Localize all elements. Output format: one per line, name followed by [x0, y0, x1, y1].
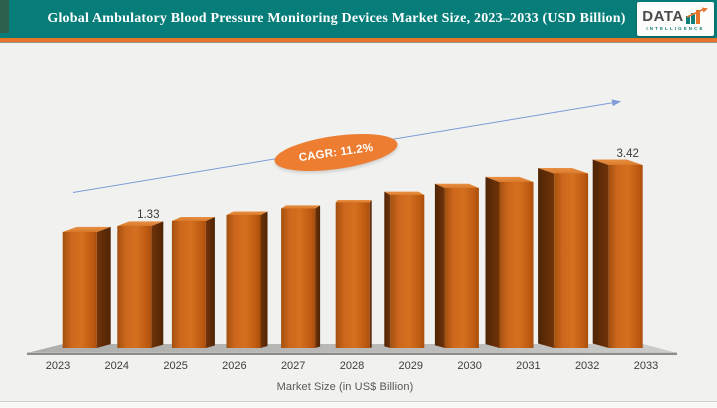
bar-2028 [335, 202, 370, 348]
bar-2031 [499, 182, 534, 348]
bar-2025 [171, 221, 206, 348]
bar-2032 [554, 173, 589, 348]
bar-top-face [62, 226, 111, 232]
bar-value-label-2033: 3.42 [616, 148, 639, 160]
chart-title: Global Ambulatory Blood Pressure Monitor… [47, 11, 626, 26]
x-tick-label: 2028 [339, 360, 365, 372]
x-tick-label: 2027 [280, 360, 306, 372]
bar-top-face [335, 200, 372, 203]
bottom-strip [0, 402, 717, 408]
x-tick-label: 2026 [222, 360, 247, 372]
x-tick-label: 2029 [398, 360, 424, 372]
brand-tagline: INTELLIGENCE [646, 26, 705, 31]
bar-top-face [384, 191, 425, 195]
bar-side-face [260, 211, 268, 348]
corner-accent [0, 0, 9, 33]
bar-side-face [151, 221, 164, 348]
bar-side-face [434, 183, 445, 348]
x-tick-label: 2033 [633, 360, 659, 372]
growth-bar-chart-icon [685, 7, 708, 24]
bar-top-face [538, 167, 589, 174]
x-tick-label: 2023 [45, 360, 71, 372]
x-axis-title: Market Size (in US$ Billion) [276, 381, 414, 393]
x-tick-label: 2024 [104, 360, 130, 372]
accent-strip [0, 38, 717, 43]
x-tick-label: 2025 [163, 360, 188, 372]
bar-side-face [205, 217, 215, 348]
bar-2029 [390, 195, 425, 348]
bar-side-face [384, 191, 391, 348]
bottom-divider [0, 401, 717, 402]
bar-side-face [538, 167, 555, 348]
bar-2024 [117, 226, 152, 348]
brand-logo-row: DATA [642, 7, 708, 24]
x-tick-label: 2030 [457, 360, 482, 372]
bar-side-face [369, 200, 372, 348]
bar-2026 [226, 215, 261, 348]
header-bar: Global Ambulatory Blood Pressure Monitor… [0, 0, 717, 38]
bar-top-face [592, 159, 643, 165]
bar-side-face [485, 176, 500, 348]
bar-side-face [592, 159, 609, 348]
bar-top-face [171, 217, 215, 221]
brand-logo: DATA INTELLIGENCE [637, 2, 714, 36]
x-tick-label: 2032 [574, 360, 600, 372]
bar-value-label-2024: 1.33 [137, 209, 160, 221]
bar-top-face [485, 176, 534, 182]
bar-2023 [62, 232, 97, 348]
bar-top-face [281, 205, 321, 209]
bar-2033 [608, 165, 643, 348]
bar-2027 [281, 208, 316, 348]
bar-side-face [96, 226, 111, 348]
brand-name: DATA [642, 8, 684, 25]
x-tick-label: 2031 [516, 360, 541, 372]
bar-top-face [117, 221, 164, 226]
bar-2030 [444, 188, 479, 348]
bar-side-face [315, 205, 321, 348]
bar-top-face [434, 183, 479, 188]
bar-top-face [226, 211, 268, 215]
